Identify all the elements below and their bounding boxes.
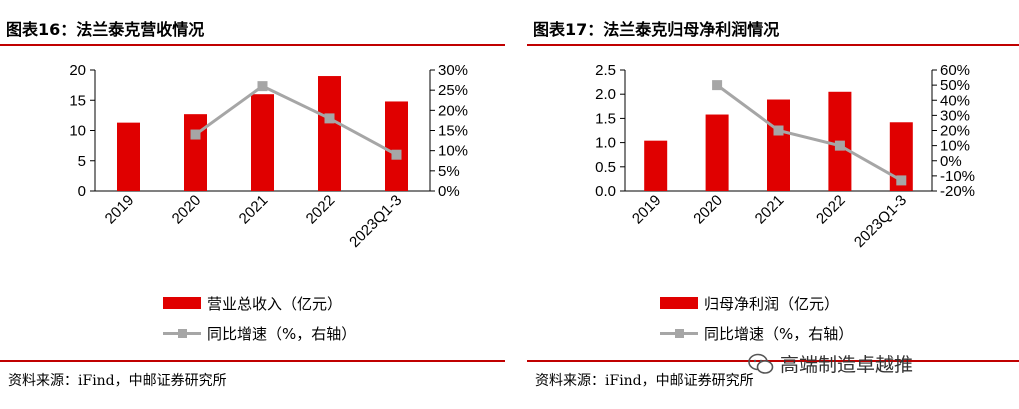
source-note: 资料来源：iFind，中邮证券研究所 xyxy=(8,373,227,389)
right-tick-label: 0% xyxy=(940,153,962,170)
chart-title: 图表17：法兰泰克归母净利润情况 xyxy=(533,20,780,39)
left-tick-label: 5 xyxy=(78,153,86,170)
legend-swatch-line xyxy=(660,327,698,339)
x-tick-label: 2020 xyxy=(690,192,726,228)
chart-title: 图表16：法兰泰克营收情况 xyxy=(6,20,205,39)
source-note: 资料来源：iFind，中邮证券研究所 xyxy=(535,373,754,389)
bar-2023Q1-3 xyxy=(889,122,913,191)
revenue-chart: 20 15 10 5 0 30% 25% 20% 15% 10% 5% 0% 2019 2020 2021 2… xyxy=(69,62,468,251)
growth-line xyxy=(716,83,903,182)
left-tick-label: 2.0 xyxy=(595,86,616,103)
legend-swatch-line xyxy=(163,327,201,339)
right-tick-label: -20% xyxy=(940,183,975,200)
x-tick-label: 2021 xyxy=(236,192,272,228)
left-tick-label: 1.0 xyxy=(595,135,616,152)
right-tick-label: 10% xyxy=(438,143,468,160)
bottom-rule xyxy=(0,360,505,362)
right-tick-label: 15% xyxy=(438,123,468,140)
growth-point xyxy=(190,129,201,140)
bar-2020 xyxy=(184,114,207,191)
legend-swatch-bar xyxy=(660,297,698,309)
right-tick-label: 20% xyxy=(438,102,468,119)
growth-point xyxy=(896,175,907,186)
x-tick-label: 2023Q1-3 xyxy=(851,192,910,251)
legend: 营业总收入（亿元） 同比增速（%，右轴） xyxy=(163,288,356,348)
right-tick-label: 10% xyxy=(940,138,970,155)
right-tick-label: 30% xyxy=(940,107,970,124)
left-tick-label: 0.0 xyxy=(595,183,616,200)
legend-item-bar: 营业总收入（亿元） xyxy=(163,288,356,318)
x-tick-label: 2023Q1-3 xyxy=(346,192,405,251)
growth-point xyxy=(834,140,845,151)
left-tick-label: 2.5 xyxy=(595,62,616,79)
bar-2020 xyxy=(705,114,729,191)
left-tick-label: 0.5 xyxy=(595,159,616,176)
watermark: 高端制造卓越推 xyxy=(748,350,913,377)
legend-label-line: 同比增速（%，右轴） xyxy=(207,324,357,343)
bar-2019 xyxy=(644,140,668,191)
legend-label-bar: 归母净利润（亿元） xyxy=(704,294,840,313)
legend: 归母净利润（亿元） 同比增速（%，右轴） xyxy=(660,288,853,348)
legend-label-line: 同比增速（%，右轴） xyxy=(704,324,854,343)
legend-item-line: 同比增速（%，右轴） xyxy=(660,318,853,348)
legend-item-bar: 归母净利润（亿元） xyxy=(660,288,853,318)
growth-point xyxy=(257,81,268,92)
top-rule xyxy=(527,44,1019,46)
growth-point xyxy=(773,125,784,136)
bar-2021 xyxy=(251,94,274,191)
growth-point xyxy=(324,113,335,124)
bar-2022 xyxy=(318,76,341,191)
left-tick-label: 0 xyxy=(78,183,86,200)
net-profit-chart: 2.5 2.0 1.5 1.0 0.5 0.0 60%50%40%30%20%10%0%-1… xyxy=(595,62,975,251)
left-tick-label: 15 xyxy=(69,92,86,109)
x-tick-label: 2020 xyxy=(169,192,205,228)
growth-line xyxy=(194,84,398,157)
right-tick-label: 30% xyxy=(438,62,468,79)
chart-panel-net-profit: 图表17：法兰泰克归母净利润情况 2.5 2.0 1.5 1.0 0.5 0.0 60% 50… xyxy=(527,0,1019,409)
legend-swatch-bar xyxy=(163,297,201,309)
growth-point xyxy=(712,80,723,91)
right-tick-label: 5% xyxy=(438,163,460,180)
left-tick-label: 10 xyxy=(69,123,86,140)
x-tick-label: 2019 xyxy=(102,192,138,228)
left-tick-label: 1.5 xyxy=(595,110,616,127)
right-tick-label: 60% xyxy=(940,62,970,79)
bottom-rule xyxy=(527,360,1019,362)
right-tick-label: -10% xyxy=(940,168,975,185)
x-tick-label: 2022 xyxy=(303,192,339,228)
x-tick-label: 2022 xyxy=(813,192,849,228)
right-tick-label: 20% xyxy=(940,123,970,140)
right-tick-label: 40% xyxy=(940,92,970,109)
x-tick-label: 2019 xyxy=(629,192,665,228)
watermark-text: 高端制造卓越推 xyxy=(780,354,914,376)
growth-point xyxy=(391,149,402,160)
bar-2019 xyxy=(117,122,140,191)
legend-label-bar: 营业总收入（亿元） xyxy=(207,294,343,313)
right-tick-label: 0% xyxy=(438,183,460,200)
bar-2023Q1-3 xyxy=(385,101,408,191)
top-rule xyxy=(0,44,505,46)
wechat-icon xyxy=(748,353,774,374)
right-tick-label: 50% xyxy=(940,77,970,94)
x-tick-label: 2021 xyxy=(752,192,788,228)
right-tick-label: 25% xyxy=(438,82,468,99)
bar-2021 xyxy=(767,99,790,191)
chart-panel-revenue: 图表16：法兰泰克营收情况 20 15 10 5 0 30% 25% 20% 15% 10% 5% 0… xyxy=(0,0,505,409)
left-tick-label: 20 xyxy=(69,62,86,79)
legend-item-line: 同比增速（%，右轴） xyxy=(163,318,356,348)
